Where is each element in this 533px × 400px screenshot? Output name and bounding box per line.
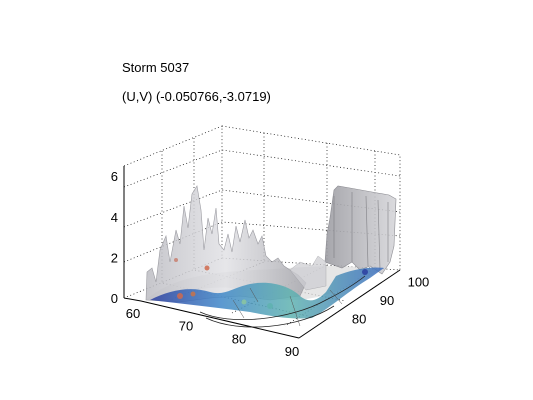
hot-spots (174, 258, 368, 309)
z-tick-label: 6 (111, 169, 118, 184)
z-tick-label: 2 (111, 250, 118, 265)
subtitle-values: (-0.050766,-3.0719) (155, 89, 271, 104)
chart-title: Storm 5037 (122, 60, 190, 75)
left-cells (145, 185, 307, 303)
tick-labels: 0 2 4 6 60 70 80 90 80 90 100 (111, 169, 430, 359)
y-tick-label: 100 (408, 275, 430, 290)
x-tick-label: 90 (285, 344, 299, 359)
z-tick-label: 0 (111, 291, 118, 306)
z-tick-label: 4 (111, 210, 118, 225)
base-colormap (150, 267, 384, 319)
track-ellipse (199, 275, 366, 320)
right-wall (324, 185, 397, 275)
x-tick-label: 60 (126, 306, 140, 321)
subtitle-label: (U,V) (122, 89, 153, 104)
y-tick-label: 90 (380, 293, 394, 308)
axis-lines (123, 166, 401, 339)
right-wall-ribs (333, 192, 389, 271)
track-lines (232, 287, 343, 327)
storm-isosurface (145, 185, 397, 328)
y-tick-label: 80 (352, 312, 366, 327)
mid-ridge (289, 255, 327, 291)
x-tick-label: 80 (232, 331, 246, 346)
x-tick-label: 70 (179, 319, 193, 334)
chart-subtitle: (U,V) (-0.050766,-3.0719) (122, 89, 271, 104)
track-ellipse-2 (205, 305, 335, 328)
